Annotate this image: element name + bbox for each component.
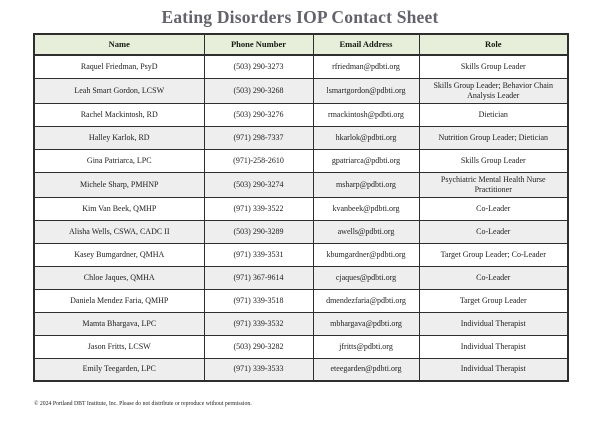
table-row: Emily Teegarden, LPC (971) 339-3533 eteega… xyxy=(33,357,569,382)
cell-name: Emily Teegarden, LPC xyxy=(33,357,205,382)
table-row: Kim Van Beek, QMHP (971) 339-3522 kvanbeek… xyxy=(33,196,569,221)
table-row: Daniela Mendez Faria, QMHP (971) 339-3518… xyxy=(33,288,569,313)
cell-phone: (503) 290-3276 xyxy=(203,102,314,127)
cell-email: kbumgardner@pdbti.org xyxy=(312,242,420,267)
table-body: Raquel Friedman, PsyD (503) 290-3273 rfrie… xyxy=(33,54,569,382)
cell-phone: (503) 290-3273 xyxy=(203,54,314,79)
cell-email: rfriedman@pdbti.org xyxy=(312,54,420,79)
cell-phone: (971)-258-2610 xyxy=(203,148,314,173)
header-row: Name Phone Number Email Address Role xyxy=(33,33,569,56)
cell-email: msharp@pdbti.org xyxy=(312,171,420,198)
cell-name: Kim Van Beek, QMHP xyxy=(33,196,205,221)
cell-role: Individual Therapist xyxy=(418,334,569,359)
column-header-name: Name xyxy=(33,33,205,56)
cell-email: hkarlok@pdbti.org xyxy=(312,125,420,150)
cell-phone: (503) 290-3282 xyxy=(203,334,314,359)
cell-email: eteegarden@pdbti.org xyxy=(312,357,420,382)
cell-role: Skills Group Leader xyxy=(418,148,569,173)
cell-email: rmackintosh@pdbti.org xyxy=(312,102,420,127)
cell-email: dmendezfaria@pdbti.org xyxy=(312,288,420,313)
table-row: Mamta Bhargava, LPC (971) 339-3532 mbharga… xyxy=(33,311,569,336)
table-row: Michele Sharp, PMHNP (503) 290-3274 msharp… xyxy=(33,171,569,198)
page-title: Eating Disorders IOP Contact Sheet xyxy=(161,7,439,27)
table-row: Kasey Bumgardner, QMHA (971) 339-3531 kbum… xyxy=(33,242,569,267)
cell-name: Kasey Bumgardner, QMHA xyxy=(33,242,205,267)
cell-role: Nutrition Group Leader; Dietician xyxy=(418,125,569,150)
cell-role: Individual Therapist xyxy=(418,311,569,336)
cell-phone: (971) 339-3532 xyxy=(203,311,314,336)
cell-name: Gina Patriarca, LPC xyxy=(33,148,205,173)
cell-name: Leah Smart Gordon, LCSW xyxy=(33,77,205,104)
cell-role: Dietician xyxy=(418,102,569,127)
copyright-notice: © 2024 Portland DBT Institute, Inc. Plea… xyxy=(34,401,252,407)
cell-email: cjaques@pdbti.org xyxy=(312,265,420,290)
cell-email: gpatriarca@pdbti.org xyxy=(312,148,420,173)
table-row: Jason Fritts, LCSW (503) 290-3282 jfritts@… xyxy=(33,334,569,359)
table-row: Rachel Mackintosh, RD (503) 290-3276 rmack… xyxy=(33,102,569,127)
table-row: Gina Patriarca, LPC (971)-258-2610 gpatria… xyxy=(33,148,569,173)
cell-role: Target Group Leader; Co-Leader xyxy=(418,242,569,267)
cell-role: Psychiatric Mental Health Nurse Practiti… xyxy=(418,171,569,198)
cell-phone: (971) 339-3531 xyxy=(203,242,314,267)
cell-role: Co-Leader xyxy=(418,265,569,290)
cell-email: awells@pdbti.org xyxy=(312,219,420,244)
table-row: Halley Karlok, RD (971) 298-7337 hkarlok@p… xyxy=(33,125,569,150)
cell-name: Chloe Jaques, QMHA xyxy=(33,265,205,290)
cell-email: mbhargava@pdbti.org xyxy=(312,311,420,336)
table-row: Chloe Jaques, QMHA (971) 367-9614 cjaques@… xyxy=(33,265,569,290)
cell-role: Individual Therapist xyxy=(418,357,569,382)
cell-phone: (971) 298-7337 xyxy=(203,125,314,150)
column-header-role: Role xyxy=(418,33,569,56)
cell-phone: (971) 339-3522 xyxy=(203,196,314,221)
column-header-email: Email Address xyxy=(312,33,420,56)
cell-role: Co-Leader xyxy=(418,219,569,244)
cell-phone: (971) 367-9614 xyxy=(203,265,314,290)
cell-role: Skills Group Leader; Behavior Chain Anal… xyxy=(418,77,569,104)
cell-phone: (971) 339-3533 xyxy=(203,357,314,382)
cell-role: Co-Leader xyxy=(418,196,569,221)
contact-table: Name Phone Number Email Address Role Raq… xyxy=(33,33,569,382)
cell-name: Jason Fritts, LCSW xyxy=(33,334,205,359)
cell-phone: (503) 290-3274 xyxy=(203,171,314,198)
table-row: Alisha Wells, CSWA, CADC II (503) 290-328… xyxy=(33,219,569,244)
cell-name: Daniela Mendez Faria, QMHP xyxy=(33,288,205,313)
cell-name: Michele Sharp, PMHNP xyxy=(33,171,205,198)
cell-name: Halley Karlok, RD xyxy=(33,125,205,150)
cell-email: kvanbeek@pdbti.org xyxy=(312,196,420,221)
cell-name: Rachel Mackintosh, RD xyxy=(33,102,205,127)
cell-phone: (503) 290-3268 xyxy=(203,77,314,104)
table-row: Raquel Friedman, PsyD (503) 290-3273 rfrie… xyxy=(33,54,569,79)
table-row: Leah Smart Gordon, LCSW (503) 290-3268 lsm… xyxy=(33,77,569,104)
cell-name: Alisha Wells, CSWA, CADC II xyxy=(33,219,205,244)
cell-email: jfritts@pdbti.org xyxy=(312,334,420,359)
cell-name: Mamta Bhargava, LPC xyxy=(33,311,205,336)
cell-phone: (971) 339-3518 xyxy=(203,288,314,313)
cell-name: Raquel Friedman, PsyD xyxy=(33,54,205,79)
column-header-phone: Phone Number xyxy=(203,33,314,56)
cell-email: lsmartgordon@pdbti.org xyxy=(312,77,420,104)
cell-role: Skills Group Leader xyxy=(418,54,569,79)
cell-role: Target Group Leader xyxy=(418,288,569,313)
cell-phone: (503) 290-3289 xyxy=(203,219,314,244)
